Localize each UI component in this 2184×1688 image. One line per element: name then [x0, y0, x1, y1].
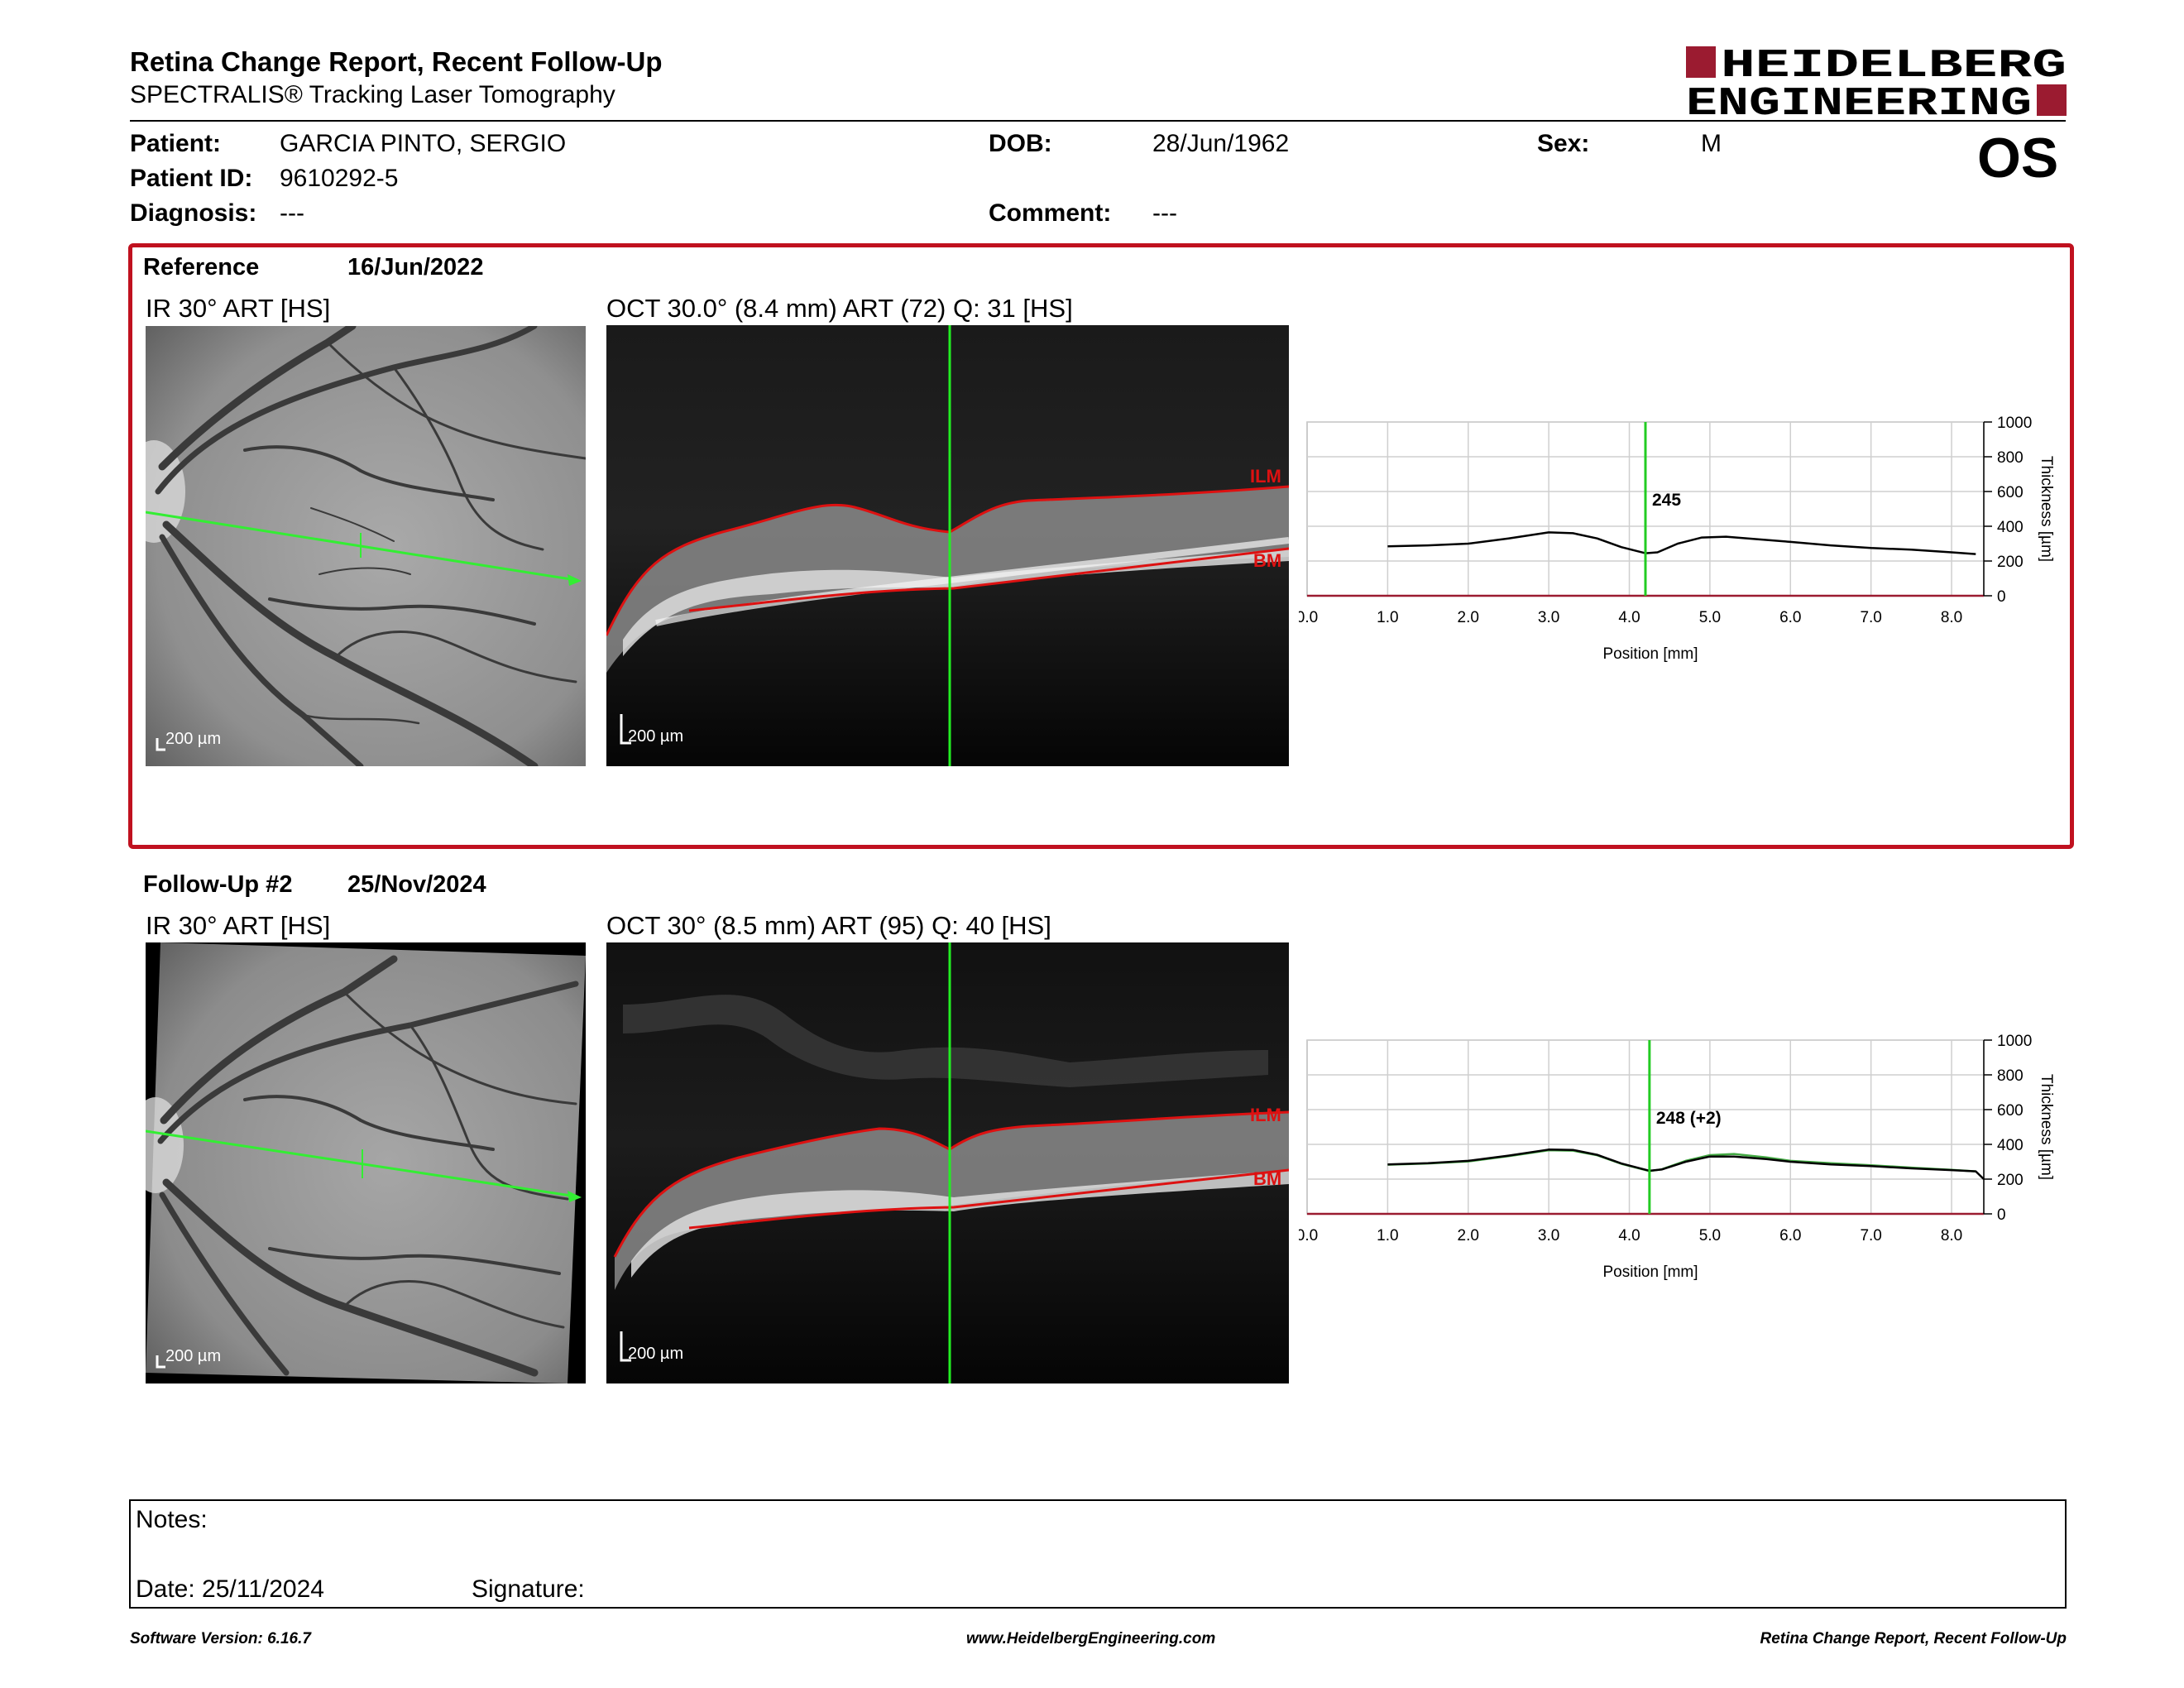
- report-subtitle: SPECTRALIS® Tracking Laser Tomography: [130, 81, 615, 108]
- followup-chart-x-tick-label: 8.0: [1941, 1227, 1962, 1244]
- patient-id: 9610292-5: [280, 165, 399, 192]
- eye-indicator: OS: [1977, 127, 2059, 189]
- reference-label: Reference: [143, 254, 260, 281]
- reference-highlight-box: [128, 243, 2074, 849]
- reference-chart-x-axis-label: Position [mm]: [1602, 645, 1698, 663]
- diagnosis-label: Diagnosis:: [130, 199, 257, 227]
- reference-ir-fundus-image[interactable]: 200 µm: [146, 326, 586, 766]
- notes-box[interactable]: [129, 1499, 2067, 1609]
- followup-ir-fundus-image[interactable]: 200 µm: [146, 942, 586, 1383]
- reference-thickness-chart: 0.0 1.0 2.0 3.0 4.0 5.0 6.0 7.0 8.0 0 200 400 600 800…: [1299, 412, 2076, 677]
- reference-chart-series-line: [1387, 531, 1976, 555]
- followup-chart-series-line: [1387, 1149, 1985, 1180]
- followup-oct-bscan-image[interactable]: ILM BM 200 µm: [606, 942, 1289, 1383]
- followup-oct-scale-label: 200 µm: [628, 1345, 684, 1363]
- followup-chart-x-tick-label: 3.0: [1538, 1227, 1559, 1244]
- reference-ilm-label: ILM: [1250, 466, 1281, 487]
- followup-chart-y-axis-label: Thickness [µm]: [2038, 1074, 2055, 1180]
- followup-label: Follow-Up #2: [143, 871, 293, 898]
- report-title: Retina Change Report, Recent Follow-Up: [130, 46, 663, 77]
- reference-chart-x-tick-label: 0.0: [1299, 609, 1318, 626]
- notes-label: Notes:: [136, 1506, 208, 1533]
- reference-chart-x-tick-label: 1.0: [1377, 609, 1398, 626]
- reference-ir-title: IR 30° ART [HS]: [146, 294, 331, 323]
- followup-ilm-label: ILM: [1250, 1105, 1281, 1125]
- reference-chart-x-tick-label: 8.0: [1941, 609, 1962, 626]
- reference-chart-x-tick-label: 6.0: [1779, 609, 1801, 626]
- reference-chart-y-tick-label: 600: [1997, 484, 2024, 501]
- reference-chart-x-tick-label: 4.0: [1618, 609, 1640, 626]
- reference-chart-y-tick-label: 400: [1997, 519, 2024, 536]
- followup-chart-x-axis-label: Position [mm]: [1602, 1264, 1698, 1281]
- followup-chart-y-tick-label: 200: [1997, 1172, 2024, 1189]
- logo-text-engineering: ENGINEERING: [1686, 82, 2032, 117]
- patient-id-label: Patient ID:: [130, 165, 253, 192]
- footer-report-name: Retina Change Report, Recent Follow-Up: [1760, 1630, 2067, 1647]
- followup-thickness-chart-svg: 0.0 1.0 2.0 3.0 4.0 5.0 6.0 7.0 8.0 0 200 400 600 800…: [1299, 1033, 2055, 1281]
- reference-chart-y-tick-label: 1000: [1997, 415, 2032, 432]
- followup-scan-line: [146, 1129, 572, 1197]
- reference-chart-y-axis-label: Thickness [µm]: [2038, 456, 2055, 562]
- comment-value: ---: [1152, 199, 1177, 227]
- reference-chart-x-tick-label: 2.0: [1458, 609, 1479, 626]
- reference-oct-title: OCT 30.0° (8.4 mm) ART (72) Q: 31 [HS]: [606, 294, 1073, 323]
- patient-name: GARCIA PINTO, SERGIO: [280, 130, 567, 157]
- reference-chart-cursor-value-label: 245: [1652, 491, 1681, 510]
- followup-chart-y-tick-label: 0: [1997, 1206, 2006, 1224]
- reference-chart-y-tick-label: 800: [1997, 449, 2024, 467]
- followup-chart-x-tick-label: 5.0: [1699, 1227, 1721, 1244]
- reference-oct-bscan-image[interactable]: ILM BM 200 µm: [606, 325, 1289, 766]
- sex-value: M: [1701, 130, 1722, 157]
- dob-value: 28/Jun/1962: [1152, 130, 1290, 157]
- followup-ir-scale-label: 200 µm: [165, 1347, 222, 1365]
- header-divider: [130, 120, 2066, 122]
- reference-ir-scale-label: 200 µm: [165, 730, 222, 748]
- footer-website: www.HeidelbergEngineering.com: [966, 1630, 1216, 1647]
- followup-ir-title: IR 30° ART [HS]: [146, 911, 331, 940]
- followup-chart-x-tick-label: 6.0: [1779, 1227, 1801, 1244]
- reference-thickness-chart-svg: 0.0 1.0 2.0 3.0 4.0 5.0 6.0 7.0 8.0 0 200 400 600 800…: [1299, 415, 2055, 663]
- followup-bm-label: BM: [1253, 1168, 1282, 1189]
- logo-square-top: [1686, 46, 1716, 78]
- reference-scan-line: [146, 511, 572, 581]
- logo-text-heidelberg: HEIDELBERG: [1721, 45, 2067, 89]
- signature-label: Signature:: [472, 1575, 585, 1603]
- followup-chart-plot-area: [1306, 1039, 1985, 1215]
- reference-bm-label: BM: [1253, 550, 1282, 571]
- followup-chart-cursor-value-label: 248 (+2): [1656, 1109, 1722, 1128]
- heidelberg-logo: HEIDELBERG ENGINEERING: [1686, 44, 2068, 127]
- reference-chart-x-tick-label: 7.0: [1860, 609, 1881, 626]
- reference-chart-x-tick-label: 5.0: [1699, 609, 1721, 626]
- followup-thickness-chart: 0.0 1.0 2.0 3.0 4.0 5.0 6.0 7.0 8.0 0 200 400 600 800…: [1299, 1030, 2076, 1295]
- followup-date: 25/Nov/2024: [347, 871, 486, 898]
- followup-chart-y-tick-label: 800: [1997, 1067, 2024, 1085]
- followup-chart-x-tick-label: 1.0: [1377, 1227, 1398, 1244]
- followup-chart-y-tick-label: 400: [1997, 1137, 2024, 1154]
- logo-square-bottom: [2037, 84, 2067, 116]
- followup-chart-x-tick-label: 4.0: [1618, 1227, 1640, 1244]
- reference-date: 16/Jun/2022: [347, 254, 484, 281]
- followup-chart-x-tick-label: 2.0: [1458, 1227, 1479, 1244]
- followup-chart-y-tick-label: 1000: [1997, 1033, 2032, 1050]
- followup-chart-x-tick-label: 7.0: [1860, 1227, 1881, 1244]
- notes-date: Date: 25/11/2024: [136, 1575, 324, 1603]
- reference-oct-scale-label: 200 µm: [628, 727, 684, 746]
- reference-chart-y-tick-label: 0: [1997, 588, 2006, 606]
- reference-chart-y-tick-label: 200: [1997, 554, 2024, 571]
- comment-label: Comment:: [989, 199, 1112, 227]
- dob-label: DOB:: [989, 130, 1052, 157]
- patient-label: Patient:: [130, 130, 222, 157]
- diagnosis-value: ---: [280, 199, 304, 227]
- reference-chart-x-tick-label: 3.0: [1538, 609, 1559, 626]
- followup-chart-y-tick-label: 600: [1997, 1102, 2024, 1120]
- sex-label: Sex:: [1537, 130, 1590, 157]
- followup-chart-x-tick-label: 0.0: [1299, 1227, 1318, 1244]
- footer-software-version: Software Version: 6.16.7: [130, 1630, 311, 1647]
- followup-oct-title: OCT 30° (8.5 mm) ART (95) Q: 40 [HS]: [606, 911, 1051, 940]
